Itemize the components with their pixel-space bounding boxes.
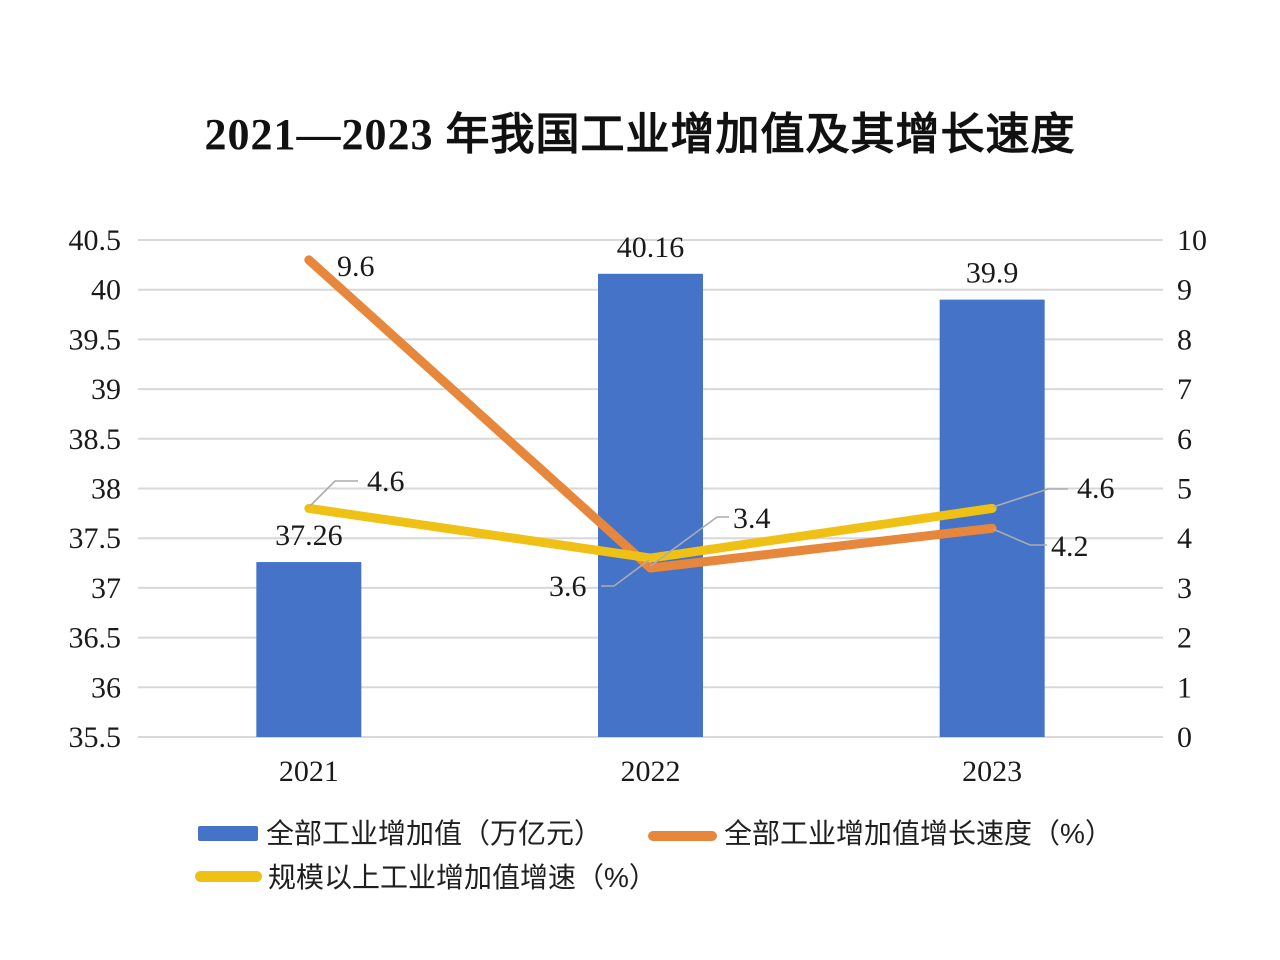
line-data-label: 3.6: [549, 570, 587, 603]
bar-data-label: 39.9: [966, 257, 1019, 290]
line-all-industry-growth: [304, 255, 997, 573]
y-axis-tick-left: 40: [91, 274, 121, 307]
y-axis-tick-left: 39: [91, 373, 121, 406]
leader-line: [650, 516, 729, 567]
y-axis-tick-left: 38: [91, 473, 121, 506]
y-axis-tick-right: 0: [1177, 721, 1192, 754]
y-axis-tick-left: 39.5: [69, 323, 122, 356]
bar-2023: [939, 299, 1045, 737]
y-axis-tick-right: 2: [1177, 622, 1192, 655]
y-axis-tick-left: 35.5: [69, 721, 122, 754]
line-data-label: 3.4: [733, 502, 771, 535]
leader-line: [992, 528, 1047, 546]
y-axis-tick-right: 10: [1177, 224, 1207, 257]
legend-swatch-bar-blue: [198, 826, 258, 841]
line-data-label: 4.6: [367, 465, 405, 498]
legend-swatch-line-yellow: [195, 871, 262, 882]
y-axis-tick-right: 7: [1177, 373, 1192, 406]
y-axis-tick-left: 36.5: [69, 622, 122, 655]
leader-line: [309, 480, 358, 507]
x-axis-label: 2021: [279, 755, 339, 788]
line-data-label: 4.6: [1077, 472, 1115, 505]
x-axis-label: 2022: [621, 755, 681, 788]
y-axis-tick-left: 37: [91, 572, 121, 605]
x-axis-label: 2023: [962, 755, 1022, 788]
legend-label-industry-value: 全部工业增加值（万亿元）: [266, 818, 603, 849]
bar-2022: [598, 273, 703, 737]
line-data-label: 9.6: [337, 250, 375, 283]
y-axis-tick-left: 36: [91, 671, 121, 704]
bar-data-label: 40.16: [617, 231, 685, 264]
y-axis-tick-left: 38.5: [69, 423, 122, 456]
y-axis-tick-right: 9: [1177, 274, 1192, 307]
bar-2021: [256, 562, 362, 737]
chart-title: 2021—2023 年我国工业增加值及其增长速度: [204, 110, 1076, 159]
y-axis-tick-right: 4: [1177, 522, 1192, 555]
leader-line: [601, 559, 650, 587]
y-axis-tick-right: 3: [1177, 572, 1192, 605]
leader-line: [992, 488, 1068, 508]
bar-data-label: 37.26: [275, 519, 343, 552]
y-axis-tick-right: 8: [1177, 323, 1192, 356]
y-axis-tick-right: 1: [1177, 671, 1192, 704]
legend-label-all-industry-growth: 全部工业增加值增长速度（%）: [724, 818, 1113, 849]
y-axis-tick-right: 6: [1177, 423, 1192, 456]
y-axis-tick-left: 37.5: [69, 522, 122, 555]
y-axis-tick-right: 5: [1177, 473, 1192, 506]
legend-label-above-scale-growth: 规模以上工业增加值增速（%）: [268, 862, 657, 893]
line-data-label: 4.2: [1051, 530, 1089, 563]
line-above-scale-growth: [304, 503, 997, 563]
legend-swatch-line-orange: [648, 831, 717, 841]
y-axis-tick-left: 40.5: [69, 224, 122, 257]
